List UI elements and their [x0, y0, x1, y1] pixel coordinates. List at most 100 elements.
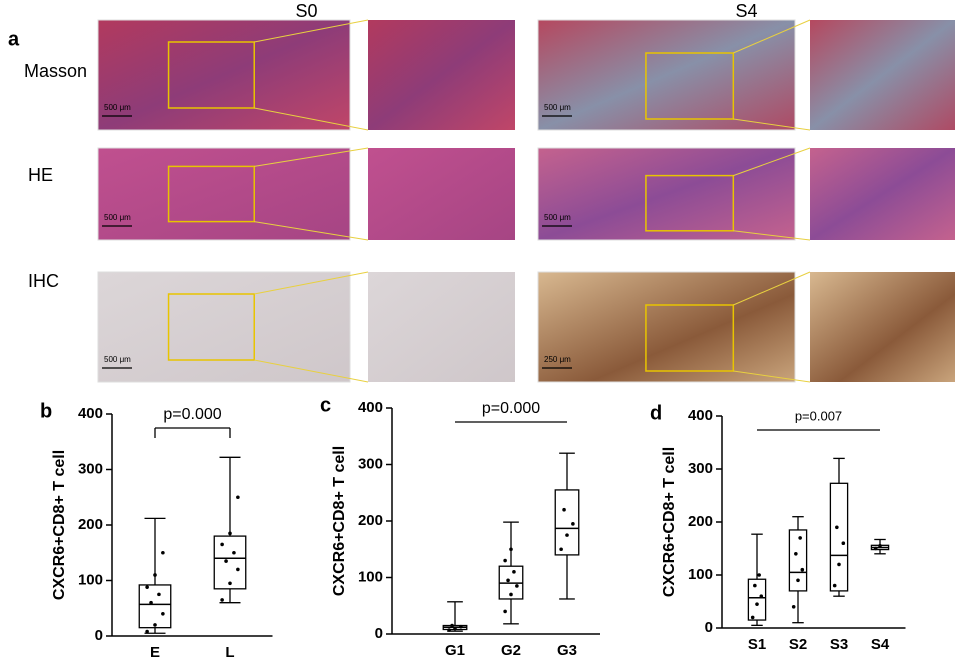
- y-tick-label: 400: [358, 399, 383, 416]
- p-value: p=0.007: [795, 408, 842, 423]
- y-tick-label: 0: [95, 627, 103, 644]
- zoom-connector: [254, 221, 369, 241]
- data-point: [220, 598, 224, 602]
- box: [554, 489, 580, 556]
- data-point: [232, 550, 236, 555]
- panel-label: a: [8, 28, 20, 50]
- p-value: p=0.000: [482, 400, 540, 417]
- y-tick-label: 100: [688, 566, 713, 583]
- data-point: [841, 541, 846, 545]
- zoom-box: [167, 165, 255, 223]
- box: [138, 584, 172, 629]
- x-tick-label: S2: [789, 636, 807, 653]
- data-point: [757, 573, 761, 577]
- scale-bar-label: 500 μm: [544, 103, 571, 112]
- data-point: [447, 628, 451, 632]
- data-point: [750, 615, 755, 620]
- zoom-box: [167, 293, 255, 361]
- y-axis-label: CXCR6+CD8+ T cell: [51, 450, 68, 600]
- data-point: [759, 594, 764, 598]
- data-point: [228, 581, 232, 586]
- y-tick-label: 400: [688, 407, 713, 424]
- y-tick-label: 300: [688, 460, 713, 477]
- data-point: [798, 536, 802, 540]
- zoom-connector: [733, 147, 811, 177]
- tissue-image: [537, 19, 796, 131]
- y-tick-label: 300: [358, 455, 383, 472]
- tissue-image: [537, 147, 796, 241]
- zoom-box: [645, 304, 735, 372]
- data-point: [224, 559, 228, 563]
- zoom-connector: [254, 359, 369, 383]
- x-tick-label: S3: [830, 636, 848, 653]
- y-tick-label: 100: [78, 571, 103, 588]
- y-tick-label: 0: [375, 625, 383, 642]
- zoom-connector: [254, 271, 369, 295]
- data-point: [515, 584, 519, 588]
- panel-label: d: [650, 402, 662, 424]
- y-axis-label: CXCR6+CD8+ T cell: [331, 446, 348, 596]
- row-label: HE: [28, 165, 53, 185]
- data-point: [145, 585, 149, 589]
- data-point: [236, 567, 240, 572]
- scale-bar-label: 500 μm: [104, 103, 131, 112]
- zoom-image: [810, 20, 955, 130]
- data-point: [161, 612, 165, 616]
- data-point: [800, 567, 805, 572]
- data-point: [509, 547, 513, 552]
- zoom-box: [167, 41, 255, 109]
- data-point: [832, 583, 837, 588]
- box: [829, 482, 849, 592]
- zoom-image: [368, 20, 515, 130]
- data-point: [153, 573, 157, 577]
- data-point: [559, 547, 563, 552]
- data-point: [453, 626, 457, 631]
- row-label: IHC: [28, 271, 59, 291]
- zoom-connector: [254, 19, 369, 43]
- row-label: Masson: [24, 61, 87, 81]
- data-point: [878, 544, 882, 548]
- data-point: [796, 578, 800, 583]
- data-point: [157, 592, 161, 597]
- data-point: [791, 605, 796, 609]
- data-point: [571, 522, 575, 526]
- data-point: [753, 583, 757, 588]
- y-tick-label: 200: [78, 516, 103, 533]
- zoom-connector: [733, 118, 811, 131]
- box: [788, 529, 808, 592]
- box: [213, 535, 247, 590]
- data-point: [145, 629, 149, 634]
- y-axis-label: CXCR6+CD8+ T cell: [661, 447, 678, 597]
- data-point: [153, 623, 157, 627]
- zoom-connector: [733, 230, 811, 241]
- data-point: [562, 507, 566, 512]
- zoom-image: [810, 148, 955, 240]
- tissue-image: [537, 271, 796, 383]
- zoom-image: [810, 272, 955, 382]
- tissue-image: [97, 19, 351, 131]
- data-point: [220, 542, 224, 547]
- data-point: [837, 562, 841, 567]
- zoom-connector: [254, 147, 369, 167]
- data-point: [506, 578, 510, 583]
- zoom-image: [368, 148, 515, 240]
- x-tick-label: G1: [445, 642, 465, 659]
- x-tick-label: G3: [557, 642, 577, 659]
- x-tick-label: G2: [501, 642, 521, 659]
- zoom-image: [368, 272, 515, 382]
- zoom-connector: [733, 19, 811, 54]
- y-tick-label: 200: [688, 513, 713, 530]
- zoom-connector: [254, 107, 369, 131]
- scale-bar-label: 500 μm: [544, 213, 571, 222]
- data-point: [459, 624, 463, 629]
- scale-bar-label: 500 μm: [104, 355, 131, 364]
- data-point: [565, 533, 569, 537]
- data-point: [450, 623, 454, 628]
- data-point: [149, 600, 153, 605]
- data-point: [794, 552, 798, 556]
- data-point: [873, 546, 878, 551]
- data-point: [755, 602, 759, 606]
- x-tick-label: S4: [871, 636, 890, 653]
- zoom-connector: [733, 271, 811, 306]
